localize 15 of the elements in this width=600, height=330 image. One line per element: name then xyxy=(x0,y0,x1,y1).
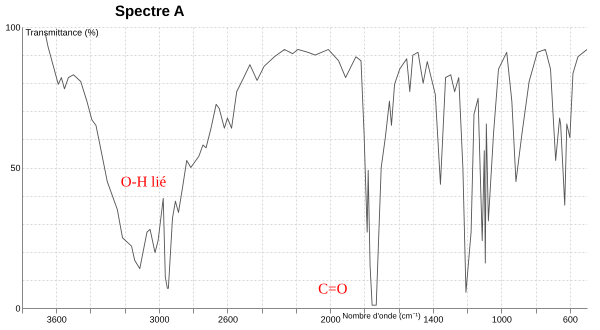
x-axis-title: Nombre d'onde (cm⁻¹) xyxy=(342,312,421,320)
x-tick-label: 2600 xyxy=(218,314,238,324)
chart-title: Spectre A xyxy=(114,3,185,20)
annotation: O-H lié xyxy=(120,174,167,191)
annotation: C=O xyxy=(318,281,348,298)
x-tick-label: 3600 xyxy=(46,314,67,324)
x-tick-label: 3000 xyxy=(149,314,170,324)
x-tick-label: 2000 xyxy=(320,314,341,324)
y-axis-title: Transmittance (%) xyxy=(26,28,99,38)
x-tick-label: 1000 xyxy=(492,314,512,324)
y-tick-label: 100 xyxy=(5,22,20,32)
y-tick-label: 50 xyxy=(10,163,20,173)
x-tick-label: 600 xyxy=(562,314,578,324)
x-tick-label: 1400 xyxy=(423,314,444,324)
y-tick-label: 0 xyxy=(15,304,20,314)
